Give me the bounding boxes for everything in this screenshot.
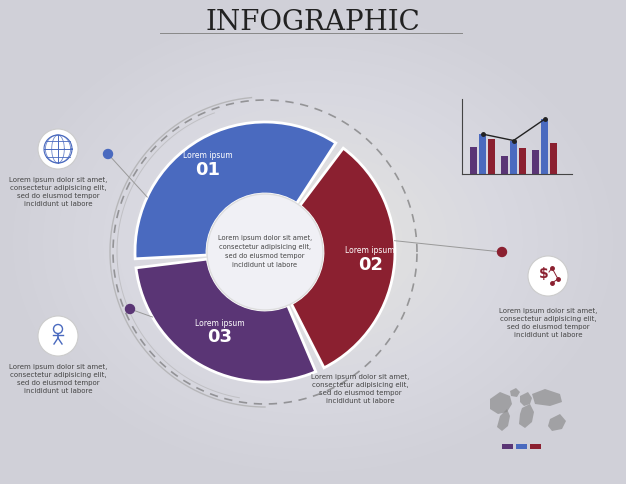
Bar — [532, 150, 539, 174]
Bar — [501, 156, 508, 174]
Polygon shape — [519, 404, 534, 428]
Text: Lorem ipsum dolor sit amet,
consectetur adipisicing elit,
sed do eiusmod tempor
: Lorem ipsum dolor sit amet, consectetur … — [9, 364, 107, 394]
Text: Lorem ipsum: Lorem ipsum — [183, 151, 233, 160]
Text: 02: 02 — [357, 256, 382, 273]
Text: $: $ — [539, 267, 549, 281]
Text: Lorem ipsum: Lorem ipsum — [195, 319, 245, 328]
Circle shape — [38, 316, 78, 356]
Bar — [470, 147, 477, 174]
Circle shape — [125, 304, 135, 314]
Bar — [488, 138, 495, 174]
Text: incididunt ut labore: incididunt ut labore — [232, 262, 297, 268]
Polygon shape — [490, 392, 512, 414]
Text: sed do eiusmod tempor: sed do eiusmod tempor — [225, 253, 305, 259]
Bar — [519, 148, 526, 174]
Bar — [541, 119, 548, 174]
Text: INFOGRAPHIC: INFOGRAPHIC — [205, 9, 421, 35]
Wedge shape — [135, 122, 336, 259]
Polygon shape — [497, 409, 510, 431]
Polygon shape — [520, 392, 532, 406]
Bar — [516, 444, 527, 449]
Circle shape — [103, 150, 113, 158]
Wedge shape — [136, 259, 316, 382]
Circle shape — [498, 247, 506, 257]
Bar — [550, 143, 557, 174]
Text: Lorem ipsum: Lorem ipsum — [346, 246, 395, 255]
Circle shape — [207, 194, 323, 310]
Bar — [502, 444, 513, 449]
Circle shape — [528, 256, 568, 296]
Text: Lorem ipsum dolor sit amet,
consectetur adipisicing elit,
sed do eiusmod tempor
: Lorem ipsum dolor sit amet, consectetur … — [499, 308, 597, 338]
Bar — [510, 140, 517, 174]
Text: consectetur adipisicing elit,: consectetur adipisicing elit, — [219, 244, 311, 250]
Polygon shape — [510, 388, 520, 397]
Polygon shape — [532, 389, 562, 406]
Text: 01: 01 — [195, 161, 220, 179]
Bar — [530, 444, 541, 449]
Circle shape — [38, 129, 78, 169]
Text: Lorem ipsum dolor sit amet,: Lorem ipsum dolor sit amet, — [218, 235, 312, 241]
Polygon shape — [548, 414, 566, 431]
Text: Lorem ipsum dolor sit amet,
consectetur adipisicing elit,
sed do eiusmod tempor
: Lorem ipsum dolor sit amet, consectetur … — [311, 374, 409, 404]
Text: 03: 03 — [207, 329, 232, 347]
Bar — [479, 134, 486, 174]
Wedge shape — [291, 148, 395, 368]
Text: Lorem ipsum dolor sit amet,
consectetur adipisicing elit,
sed do eiusmod tempor
: Lorem ipsum dolor sit amet, consectetur … — [9, 177, 107, 207]
